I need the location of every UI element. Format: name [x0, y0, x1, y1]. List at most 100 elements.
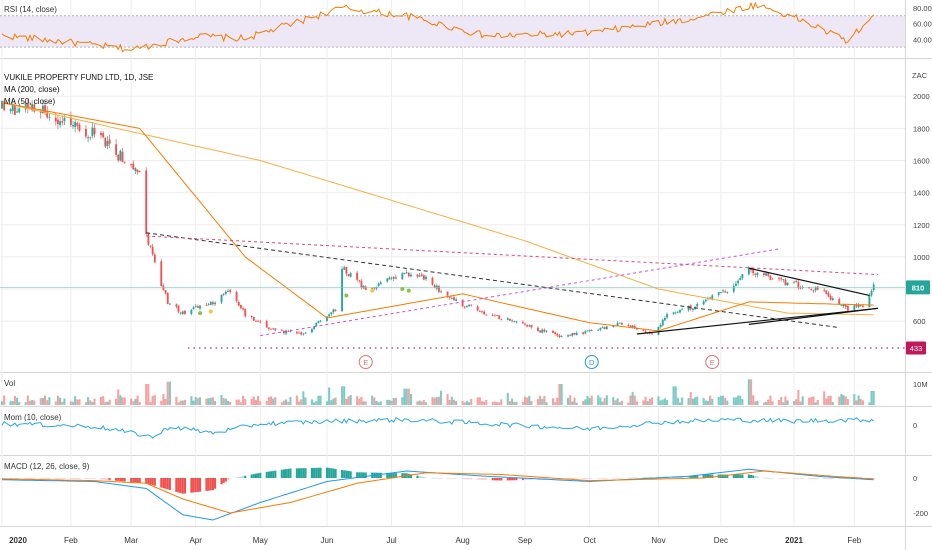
candle-body — [857, 304, 860, 307]
volume-bar — [431, 397, 434, 405]
volume-bar — [341, 386, 344, 405]
volume-bar — [448, 399, 451, 405]
macd-histogram-bar — [526, 478, 529, 481]
volume-bar — [627, 402, 630, 405]
macd-histogram-bar — [588, 478, 591, 479]
candle-body — [440, 291, 443, 293]
candle-body — [9, 109, 12, 112]
volume-bar — [597, 395, 600, 405]
candle-body — [229, 290, 232, 293]
candle-body — [769, 275, 772, 280]
volume-bar — [257, 395, 260, 405]
macd-histogram-bar — [704, 474, 707, 478]
price-tick: 1200 — [913, 221, 930, 230]
volume-bar — [56, 395, 60, 405]
candle-body — [552, 330, 554, 333]
candle-body — [1, 101, 3, 109]
volume-bar — [782, 402, 785, 405]
volume-bar — [521, 401, 524, 405]
macd-histogram-bar — [377, 472, 380, 478]
macd-histogram-bar — [829, 478, 832, 479]
macd-histogram-bar — [440, 478, 443, 479]
candle-body — [392, 277, 395, 279]
macd-histogram-bar — [495, 478, 499, 481]
macd-histogram-bar — [416, 475, 419, 478]
macd-histogram-bar — [551, 478, 555, 480]
candle-body — [138, 171, 141, 172]
candle-body — [846, 306, 849, 311]
macd-histogram-bar — [508, 478, 512, 481]
candle-body — [498, 315, 501, 319]
macd-histogram-bar — [304, 468, 307, 478]
volume-bar — [523, 396, 527, 405]
volume-bar — [175, 396, 178, 405]
volume-bar — [769, 395, 772, 405]
volume-bar — [726, 400, 729, 405]
candle-body — [205, 305, 208, 306]
volume-bar — [265, 401, 268, 405]
volume-bar — [108, 399, 111, 405]
volume-bar — [498, 402, 501, 405]
macd-histogram-bar — [242, 476, 245, 478]
volume-bar — [31, 399, 34, 405]
candle-body — [89, 137, 92, 139]
candle-body — [829, 296, 832, 300]
macd-histogram-bar — [26, 478, 29, 479]
macd-histogram-bar — [810, 478, 813, 479]
candle-body — [687, 306, 690, 311]
macd-histogram-bar — [584, 478, 587, 479]
candle-body — [485, 314, 488, 316]
candle-body — [31, 104, 34, 111]
volume-bar — [870, 391, 873, 405]
volume-bar — [168, 381, 171, 405]
candle-body — [362, 285, 365, 289]
volume-bar — [586, 395, 589, 405]
candle-body — [386, 278, 389, 282]
candle-body — [470, 304, 473, 306]
candle-body — [57, 119, 59, 125]
macd-histogram-bar — [198, 478, 202, 492]
macd-histogram-bar — [599, 478, 602, 479]
volume-bar — [235, 399, 238, 405]
macd-histogram-bar — [328, 467, 331, 478]
candle-body — [364, 286, 367, 290]
macd-histogram-bar — [573, 478, 576, 480]
macd-histogram-bar — [190, 478, 193, 493]
volume-bar — [93, 398, 96, 405]
candle-body — [244, 308, 247, 317]
macd-histogram-bar — [267, 471, 270, 478]
volume-bar — [603, 398, 606, 405]
macd-histogram-bar — [91, 478, 94, 479]
candle-body — [177, 305, 180, 312]
macd-histogram-bar — [300, 468, 303, 478]
macd-histogram-bar — [61, 478, 64, 479]
volume-pane — [0, 379, 875, 405]
volume-bar — [461, 401, 464, 405]
volume-bar — [297, 401, 301, 405]
volume-bar — [104, 401, 107, 405]
macd-histogram-bar — [63, 478, 66, 479]
volume-bar — [319, 395, 322, 405]
volume-bar — [543, 395, 546, 405]
macd-histogram-bar — [229, 478, 232, 479]
macd-histogram-bar — [16, 478, 19, 479]
signal-dot — [208, 309, 213, 314]
macd-histogram-bar — [295, 468, 298, 478]
candle-body — [371, 288, 374, 289]
macd-histogram-bar — [102, 478, 105, 480]
time-tick: 2020 — [9, 536, 27, 545]
macd-histogram-bar — [310, 467, 313, 478]
volume-bar — [844, 396, 847, 405]
candle-body — [840, 305, 843, 307]
candle-body — [287, 331, 290, 332]
candle-body — [575, 332, 578, 336]
candle-body — [93, 127, 96, 135]
candle-body — [816, 286, 819, 290]
volume-bar — [166, 381, 169, 405]
candle-body — [797, 282, 800, 289]
volume-bar — [437, 396, 440, 405]
candle-body — [663, 318, 666, 321]
volume-bar — [784, 396, 787, 405]
